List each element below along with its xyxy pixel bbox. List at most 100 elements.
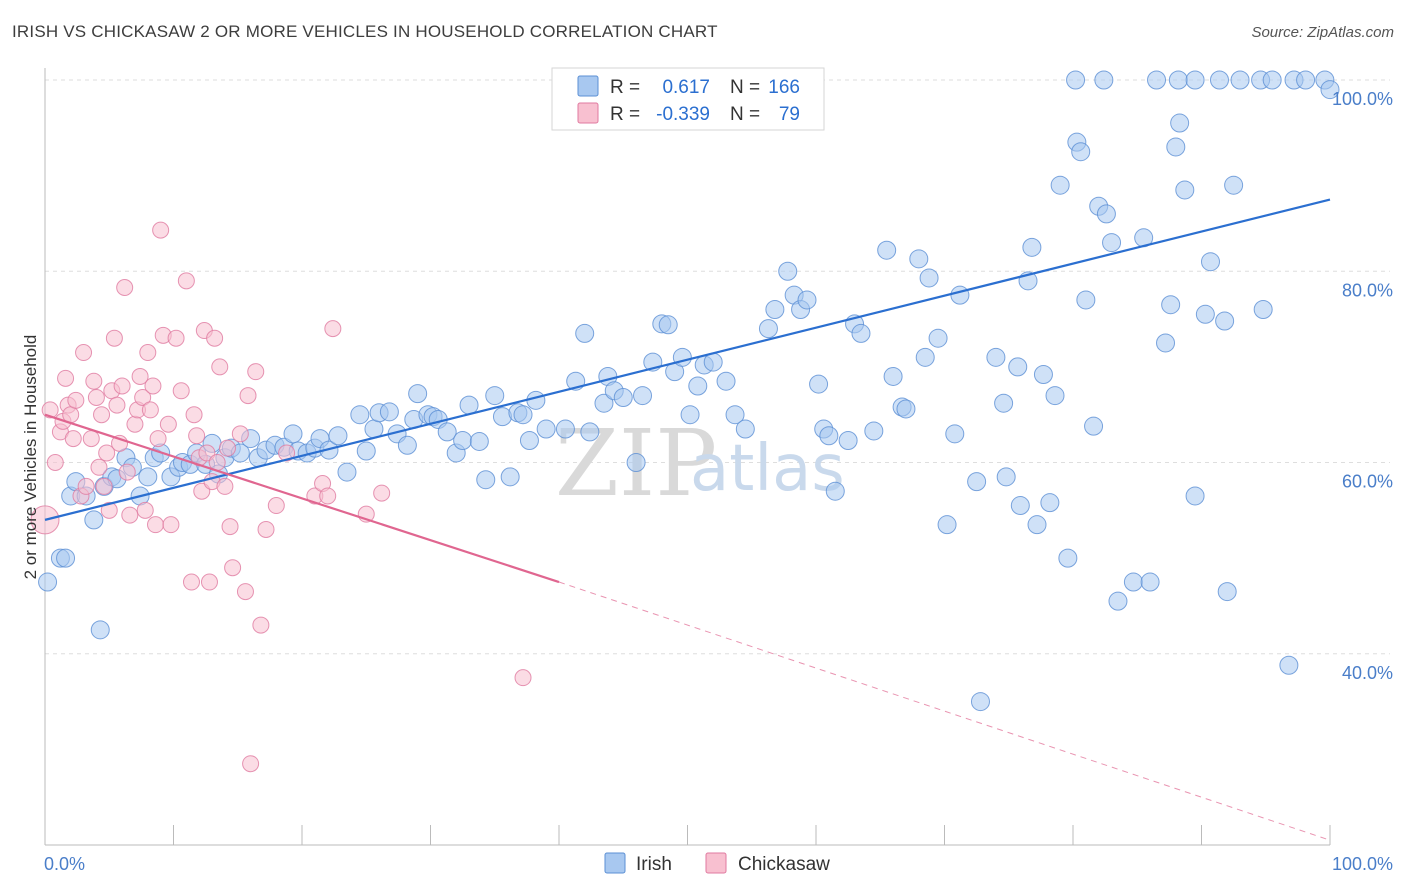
data-point-irish [778, 261, 798, 281]
data-point-chickasaw [188, 427, 206, 445]
data-point-irish [950, 285, 970, 305]
data-point-irish [38, 572, 58, 592]
data-point-irish [350, 405, 370, 425]
axes [44, 68, 1331, 846]
data-point-chickasaw [118, 463, 136, 481]
legend-swatch-irish [577, 75, 599, 97]
data-point-chickasaw [75, 344, 93, 362]
data-point-chickasaw [278, 444, 296, 462]
legend-r-label-2: R = [610, 104, 640, 125]
bottom-legend-swatch-chickasaw [705, 852, 727, 874]
data-point-irish [937, 515, 957, 535]
data-point-irish [453, 431, 473, 451]
data-point-irish [1320, 80, 1340, 100]
data-point-chickasaw [116, 279, 134, 297]
data-point-chickasaw [113, 377, 131, 395]
data-point-irish [1185, 486, 1205, 506]
trendline-extension-chickasaw [558, 581, 1331, 841]
data-point-chickasaw [149, 430, 167, 448]
data-point-chickasaw [46, 454, 64, 471]
data-point-irish [877, 240, 897, 260]
data-point-irish [519, 431, 539, 451]
data-point-irish [1296, 70, 1316, 90]
data-point-chickasaw [206, 329, 224, 347]
data-point-irish [765, 300, 785, 319]
data-point-irish [1170, 113, 1190, 133]
data-point-chickasaw [134, 388, 152, 406]
data-point-chickasaw [373, 484, 391, 502]
legend-r-value-chickasaw: -0.339 [656, 104, 710, 125]
data-point-irish [1161, 295, 1181, 315]
data-point-irish [1058, 548, 1078, 568]
data-point-irish [1096, 204, 1116, 224]
data-point-irish [1175, 180, 1195, 200]
data-point-chickasaw [242, 755, 260, 773]
data-point-irish [658, 315, 678, 335]
data-point-irish [1050, 175, 1070, 195]
data-point-irish [1008, 357, 1028, 377]
gridlines [45, 79, 1390, 655]
data-point-chickasaw [267, 497, 285, 515]
data-point-irish [1140, 572, 1160, 592]
legend-r-label: R = [610, 77, 640, 98]
data-point-irish [851, 323, 871, 343]
data-point-chickasaw [147, 516, 165, 534]
data-point-irish [928, 328, 948, 348]
bottom-legend-swatch-irish [604, 852, 626, 874]
data-point-irish [970, 692, 990, 712]
data-point-chickasaw [319, 487, 337, 505]
legend-n-value-chickasaw: 79 [779, 104, 800, 125]
data-point-irish [513, 405, 533, 425]
data-point-irish [138, 467, 158, 487]
data-point-chickasaw [177, 272, 195, 290]
data-point-irish [1147, 70, 1167, 90]
data-point-chickasaw [514, 669, 532, 687]
data-point-irish [716, 371, 736, 391]
data-point-irish [996, 467, 1016, 487]
data-point-chickasaw [77, 477, 95, 495]
data-point-irish [680, 405, 700, 425]
data-point-irish [1084, 416, 1104, 436]
data-point-irish [838, 431, 858, 451]
data-point-irish [883, 366, 903, 386]
data-point-irish [1066, 70, 1086, 90]
data-point-irish [575, 323, 595, 343]
data-point-irish [1040, 493, 1060, 513]
data-point-chickasaw [252, 616, 270, 634]
data-point-irish [1195, 304, 1215, 324]
data-point-irish [1253, 300, 1273, 319]
data-point-irish [1224, 175, 1244, 195]
data-point-irish [1094, 70, 1114, 90]
data-point-irish [1102, 233, 1122, 253]
data-point-irish [633, 386, 653, 406]
data-point-irish [1185, 70, 1205, 90]
data-point-irish [536, 419, 556, 439]
data-point-irish [986, 347, 1006, 367]
data-point-chickasaw [159, 415, 177, 433]
data-point-irish [1022, 237, 1042, 257]
data-point-chickasaw [82, 430, 100, 448]
x-tick-label: 100.0% [1332, 854, 1393, 874]
bottom-legend-label-irish: Irish [636, 854, 672, 875]
data-point-irish [1262, 70, 1282, 90]
data-point-irish [397, 435, 417, 455]
watermark-atlas: atlas [690, 432, 845, 506]
data-point-irish [283, 424, 303, 444]
data-point-irish [1166, 137, 1186, 157]
data-point-chickasaw [239, 387, 257, 405]
data-point-irish [825, 481, 845, 501]
data-point-chickasaw [211, 358, 229, 376]
data-point-irish [437, 422, 457, 442]
data-point-irish [613, 387, 633, 407]
data-point-irish [994, 393, 1014, 413]
stats-legend: R = 0.617 N = 166 R = -0.339 N = 79 [551, 67, 825, 131]
data-point-chickasaw [93, 406, 111, 424]
data-point-irish [485, 386, 505, 406]
data-point-irish [758, 319, 778, 339]
data-point-chickasaw [162, 516, 180, 534]
data-point-irish [1108, 591, 1128, 611]
data-point-irish [594, 393, 614, 413]
data-point-chickasaw [152, 221, 170, 239]
data-point-irish [379, 402, 399, 422]
data-point-chickasaw [100, 501, 118, 519]
